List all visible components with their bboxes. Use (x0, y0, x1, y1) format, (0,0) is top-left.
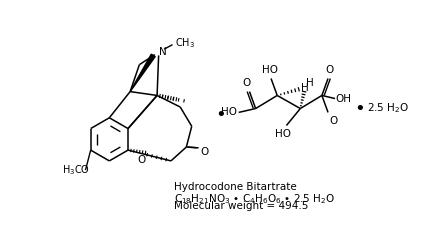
Text: O: O (242, 78, 250, 88)
Text: HO: HO (221, 108, 237, 118)
Text: O: O (138, 155, 146, 165)
Text: Molecular weight = 494.5: Molecular weight = 494.5 (174, 201, 308, 211)
Text: N: N (159, 46, 166, 56)
Text: O: O (200, 147, 208, 157)
Polygon shape (130, 54, 155, 92)
Text: •: • (354, 100, 365, 117)
Text: HO: HO (275, 129, 291, 139)
Text: H: H (301, 83, 309, 93)
Text: H$_3$CO: H$_3$CO (63, 163, 90, 177)
Text: Hydrocodone Bitartrate: Hydrocodone Bitartrate (174, 182, 297, 192)
Text: HO: HO (261, 65, 278, 75)
Text: CH$_3$: CH$_3$ (175, 36, 195, 50)
Text: •: • (215, 106, 226, 124)
Text: O: O (325, 65, 334, 75)
Text: OH: OH (336, 94, 352, 104)
Text: 2.5 H$_2$O: 2.5 H$_2$O (367, 102, 409, 116)
Text: C$_{18}$H$_{21}$NO$_3$ • C$_4$H$_6$O$_6$ • 2.5 H$_2$O: C$_{18}$H$_{21}$NO$_3$ • C$_4$H$_6$O$_6$… (174, 192, 335, 205)
Text: O: O (329, 116, 338, 126)
Text: H: H (306, 78, 313, 88)
